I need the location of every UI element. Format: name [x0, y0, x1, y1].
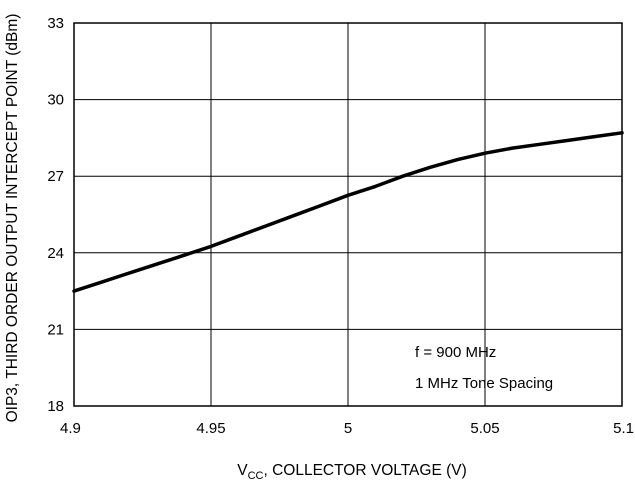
grid	[73, 22, 623, 407]
annotation-frequency: f = 900 MHz	[415, 344, 496, 361]
y-tick-label: 33	[47, 15, 64, 32]
x-tick-label: 5	[344, 420, 352, 437]
x-axis-title-rest: , COLLECTOR VOLTAGE (V)	[263, 462, 466, 479]
x-tick-label: 4.9	[60, 420, 81, 437]
x-axis-title-subscript: CC	[248, 470, 264, 482]
plot-frame	[73, 22, 623, 407]
y-tick-label: 21	[47, 321, 64, 338]
x-tick-label: 4.95	[196, 420, 225, 437]
x-axis-title: VCC, COLLECTOR VOLTAGE (V)	[237, 462, 467, 482]
x-tick-label: 5.05	[470, 420, 499, 437]
x-tick-labels: 4.9 4.95 5 5.05 5.1	[60, 420, 634, 437]
y-tick-label: 18	[47, 398, 64, 415]
y-tick-label: 27	[47, 168, 64, 185]
y-tick-label: 24	[47, 245, 64, 262]
y-tick-labels: 18 21 24 27 30 33	[47, 15, 64, 415]
series	[72, 131, 624, 293]
y-axis-title: OIP3, THIRD ORDER OUTPUT INTERCEPT POINT…	[4, 14, 21, 423]
y-tick-label: 30	[47, 92, 64, 109]
x-axis-title-main: V	[237, 462, 248, 479]
annotation-tone-spacing: 1 MHz Tone Spacing	[415, 375, 553, 392]
oip3-curve	[72, 131, 624, 293]
x-tick-label: 5.1	[613, 420, 634, 437]
